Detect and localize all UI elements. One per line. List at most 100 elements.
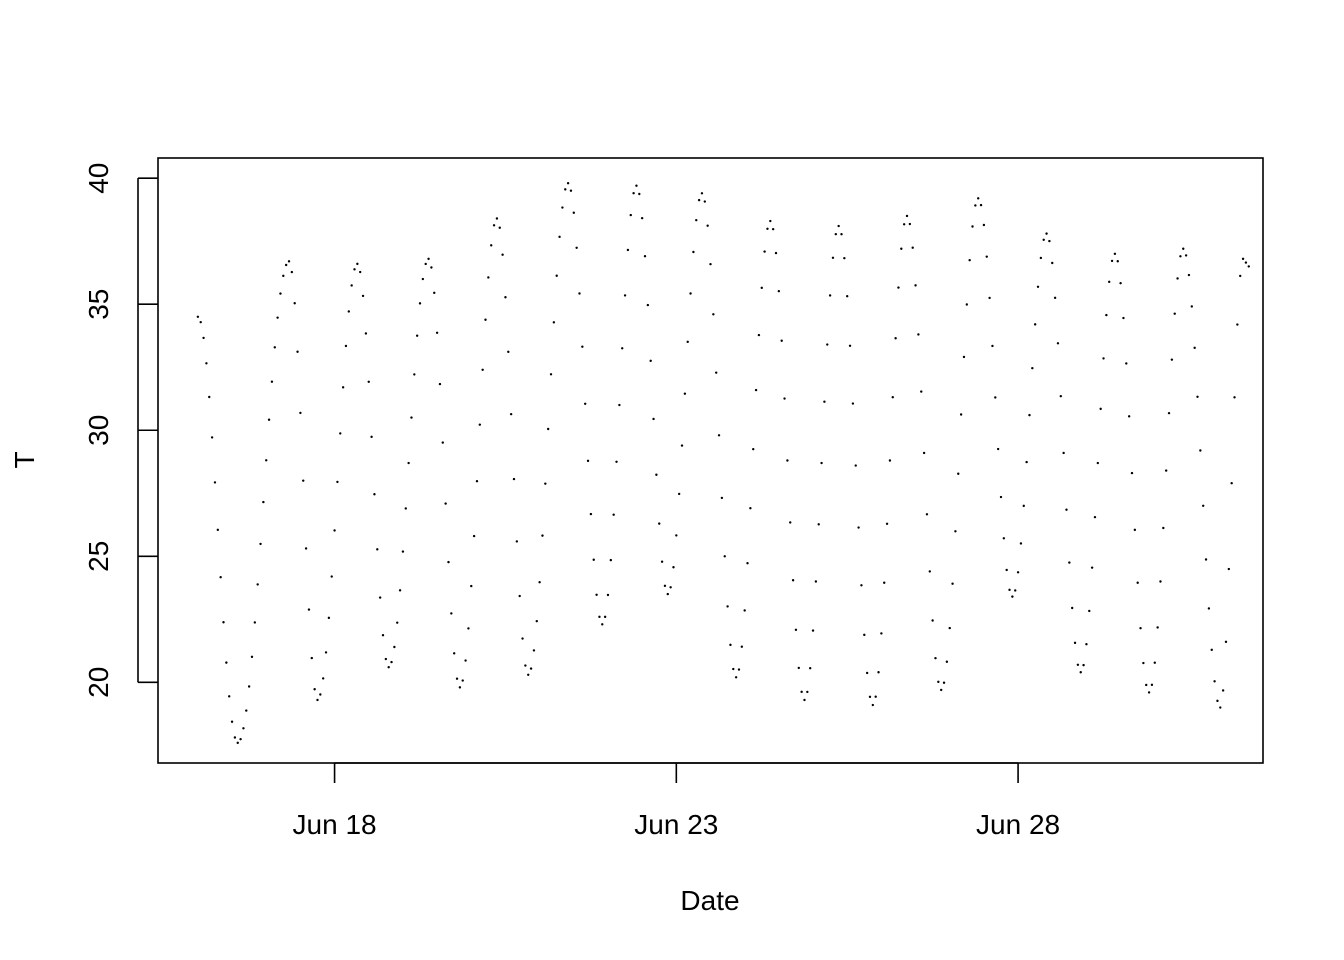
data-point bbox=[1028, 413, 1031, 417]
data-point bbox=[1230, 481, 1233, 485]
data-point bbox=[800, 690, 803, 694]
data-point bbox=[262, 500, 265, 504]
data-point bbox=[524, 664, 527, 667]
data-point bbox=[1090, 566, 1094, 569]
data-point bbox=[789, 521, 792, 524]
data-point bbox=[1159, 580, 1162, 583]
data-point bbox=[1082, 663, 1085, 667]
data-point bbox=[1196, 395, 1199, 398]
data-point bbox=[897, 286, 900, 289]
y-axis: 20 25 30 35 40 bbox=[83, 163, 158, 698]
data-point bbox=[512, 477, 516, 481]
x-axis: Jun 18 Jun 23 Jun 28 bbox=[293, 762, 1060, 840]
data-point bbox=[521, 637, 524, 640]
data-point bbox=[971, 225, 974, 228]
data-point bbox=[1173, 312, 1176, 315]
y-axis-title: T bbox=[9, 451, 40, 468]
data-point bbox=[390, 660, 393, 664]
data-point bbox=[1079, 671, 1082, 674]
data-point bbox=[991, 344, 994, 348]
data-point bbox=[937, 680, 940, 684]
data-point bbox=[359, 270, 362, 274]
data-point bbox=[564, 188, 567, 191]
data-point bbox=[996, 447, 1000, 451]
data-point bbox=[532, 649, 536, 652]
data-point bbox=[282, 274, 285, 278]
data-point bbox=[754, 388, 758, 392]
data-point bbox=[902, 223, 906, 226]
data-point bbox=[1033, 323, 1037, 326]
data-point bbox=[1088, 609, 1091, 613]
data-point bbox=[1085, 643, 1088, 646]
data-point bbox=[885, 522, 889, 525]
data-point bbox=[1199, 449, 1202, 452]
data-point bbox=[441, 441, 444, 444]
x-tick-label: Jun 28 bbox=[976, 809, 1060, 840]
data-point bbox=[794, 628, 798, 632]
data-point bbox=[695, 218, 698, 222]
data-point bbox=[421, 277, 425, 281]
data-point bbox=[734, 676, 738, 679]
data-point bbox=[467, 627, 470, 630]
data-point bbox=[316, 698, 319, 702]
data-point bbox=[541, 534, 544, 537]
data-point bbox=[284, 263, 288, 267]
data-point bbox=[327, 616, 331, 620]
data-point bbox=[398, 589, 402, 592]
data-point bbox=[612, 513, 615, 516]
data-point bbox=[922, 451, 926, 455]
data-point bbox=[928, 570, 931, 573]
data-point bbox=[222, 621, 225, 624]
data-point bbox=[848, 344, 852, 347]
data-point bbox=[495, 217, 499, 220]
y-tick-label: 25 bbox=[83, 541, 114, 572]
data-point bbox=[945, 660, 949, 663]
data-point bbox=[1247, 265, 1250, 268]
data-point bbox=[566, 182, 570, 185]
data-point bbox=[1182, 247, 1185, 250]
data-point bbox=[433, 291, 436, 295]
data-point bbox=[957, 472, 960, 475]
data-point bbox=[401, 550, 405, 553]
data-point bbox=[746, 562, 749, 565]
data-point bbox=[290, 270, 294, 274]
data-point bbox=[455, 677, 459, 680]
data-point bbox=[615, 460, 618, 463]
data-point bbox=[293, 302, 296, 305]
data-point bbox=[1213, 680, 1216, 683]
data-point bbox=[908, 222, 912, 226]
data-point bbox=[1193, 346, 1196, 350]
data-point bbox=[1179, 255, 1182, 258]
data-point bbox=[1019, 542, 1023, 545]
y-tick-label: 30 bbox=[83, 415, 114, 446]
data-point bbox=[208, 395, 211, 399]
data-point bbox=[1162, 526, 1165, 530]
data-point bbox=[680, 444, 684, 447]
data-point bbox=[683, 392, 687, 395]
data-point bbox=[393, 645, 396, 649]
data-point bbox=[538, 581, 541, 584]
data-point bbox=[763, 250, 766, 253]
data-point bbox=[256, 583, 259, 586]
data-point bbox=[999, 495, 1003, 499]
data-point bbox=[931, 619, 934, 622]
x-tick-label: Jun 23 bbox=[634, 809, 718, 840]
data-point bbox=[1070, 606, 1074, 610]
data-point bbox=[826, 343, 829, 346]
data-point bbox=[339, 432, 342, 435]
data-point bbox=[888, 459, 892, 462]
data-point bbox=[905, 214, 909, 218]
data-point bbox=[1059, 394, 1063, 398]
data-point bbox=[484, 318, 487, 321]
data-point bbox=[1119, 281, 1122, 285]
data-point bbox=[709, 262, 712, 266]
data-point bbox=[797, 666, 800, 670]
data-point bbox=[629, 213, 632, 217]
data-point bbox=[1233, 396, 1236, 399]
data-point bbox=[310, 656, 313, 660]
data-point bbox=[578, 292, 581, 295]
data-point bbox=[854, 464, 857, 467]
data-point bbox=[640, 216, 644, 220]
data-point bbox=[1016, 571, 1020, 574]
